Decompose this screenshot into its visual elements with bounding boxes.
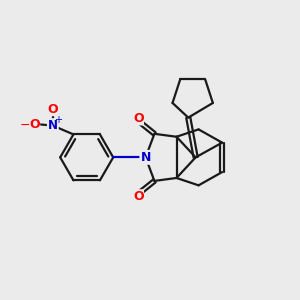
Text: N: N [140, 151, 151, 164]
Text: O: O [133, 190, 143, 203]
Text: O: O [29, 118, 40, 130]
Text: O: O [133, 112, 143, 125]
Text: +: + [53, 115, 62, 125]
Text: −: − [20, 118, 31, 131]
Text: O: O [47, 103, 58, 116]
Text: N: N [48, 119, 58, 132]
